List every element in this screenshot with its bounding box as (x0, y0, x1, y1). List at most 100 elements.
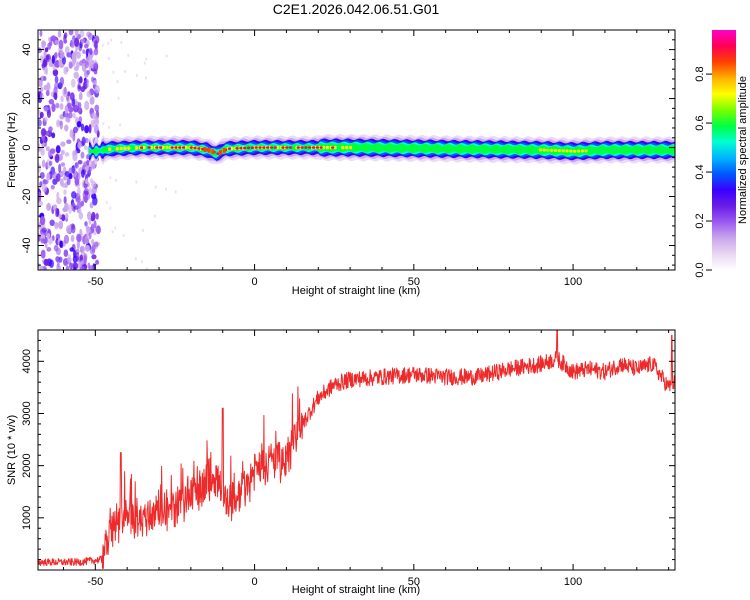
spectrogram-core-yellow (550, 148, 554, 152)
noise-speck (69, 129, 74, 139)
spectrogram-core-red (269, 146, 274, 149)
faint-speck (107, 56, 110, 61)
spectrogram-core-red (211, 149, 215, 155)
noise-speck (45, 54, 50, 60)
spectrogram-y-tick-label: -20 (21, 189, 33, 205)
colorbar-tick-label: 0.8 (694, 66, 706, 81)
noise-speck (45, 146, 50, 152)
noise-speck (75, 61, 80, 69)
noise-speck (45, 203, 51, 212)
spectrogram-core-yellow (561, 149, 565, 153)
noise-speck (74, 104, 78, 111)
noise-speck (95, 212, 99, 220)
noise-speck (66, 177, 71, 186)
noise-speck (55, 145, 61, 154)
noise-speck (88, 232, 92, 240)
noise-speck (94, 84, 100, 94)
colorbar-tick-label: 0.2 (694, 213, 706, 228)
noise-speck (83, 79, 89, 84)
noise-speck (64, 124, 69, 132)
noise-speck (39, 111, 44, 119)
noise-speck (89, 201, 94, 209)
noise-speck (91, 76, 95, 83)
noise-speck (41, 227, 47, 233)
faint-speck (107, 125, 110, 129)
spectrogram-core-red (239, 146, 243, 150)
snr-x-tick-label: -50 (87, 576, 103, 588)
spectrogram-y-ticks: 40 20 0 -20 -40 (21, 29, 675, 266)
faint-speck (142, 228, 145, 233)
noise-speck (55, 102, 60, 109)
spectrogram-core-yellow (542, 148, 546, 152)
noise-speck (68, 61, 73, 69)
noise-speck (93, 220, 97, 229)
noise-speck (59, 178, 64, 187)
spectrogram-core-yellow (341, 145, 345, 150)
snr-x-ticks: -50 0 50 100 (62, 330, 670, 588)
spectrogram-core-red (189, 146, 193, 149)
noise-speck (41, 40, 47, 48)
noise-speck (74, 178, 80, 186)
noise-speck (63, 234, 70, 244)
spectrogram-core-yellow (553, 149, 558, 152)
spectrogram-core-red (235, 147, 239, 150)
noise-speck (89, 96, 95, 105)
noise-speck (60, 141, 66, 147)
noise-speck (63, 175, 67, 181)
noise-speck (70, 234, 75, 242)
noise-speck (93, 241, 99, 248)
spectrogram-x-tick-label: 100 (564, 276, 582, 288)
spectrogram-x-tick-label: -50 (87, 276, 103, 288)
snr-y-tick-label: 2000 (21, 453, 33, 477)
noise-speck (59, 240, 63, 248)
spectrogram-core-red (170, 146, 174, 149)
noise-speck (38, 234, 41, 242)
noise-speck (69, 106, 74, 113)
spectrogram-core-red (281, 146, 285, 149)
spectrogram-core-yellow (584, 149, 588, 153)
noise-speck (51, 103, 56, 113)
noise-speck (74, 30, 79, 37)
noise-speck (84, 178, 89, 185)
noise-speck (43, 258, 50, 267)
noise-speck (52, 69, 59, 77)
noise-speck (38, 142, 41, 148)
spectrogram-core-yellow (119, 146, 123, 151)
noise-speck (44, 242, 48, 248)
noise-speck (40, 249, 46, 259)
spectrogram-core-yellow (115, 146, 119, 151)
snr-series-line (38, 330, 675, 569)
faint-speck (165, 54, 168, 58)
noise-speck (60, 95, 64, 103)
noise-speck (68, 204, 73, 215)
noise-speck (86, 90, 92, 98)
noise-speck (54, 39, 59, 46)
spectrogram-core-red (262, 146, 266, 149)
noise-speck (84, 244, 90, 252)
noise-speck (61, 214, 66, 222)
snr-panel: -50 0 50 100 1000 2000 3000 4000 Height of str… (6, 329, 676, 596)
spectrogram-x-tick-label: 50 (408, 276, 420, 288)
noise-speck (68, 30, 74, 36)
noise-speck (58, 220, 64, 230)
noise-speck (46, 247, 52, 252)
noise-speck (95, 225, 100, 232)
snr-y-ticks: 1000 2000 3000 4000 (21, 329, 675, 571)
noise-speck (63, 196, 67, 205)
noise-speck (50, 35, 57, 41)
noise-speck (93, 40, 98, 49)
faint-speck (145, 267, 148, 270)
noise-speck (64, 170, 70, 178)
faint-speck (105, 200, 108, 205)
noise-speck (50, 184, 55, 190)
noise-speck (54, 61, 59, 67)
noise-speck (80, 151, 85, 159)
noise-speck (90, 188, 96, 195)
faint-speck (134, 257, 137, 261)
colorbar-gradient (712, 30, 736, 270)
noise-speck (40, 238, 46, 244)
noise-speck (83, 145, 88, 151)
faint-speck (117, 96, 120, 100)
spectrogram-core-yellow (150, 145, 154, 150)
noise-speck (93, 63, 98, 70)
